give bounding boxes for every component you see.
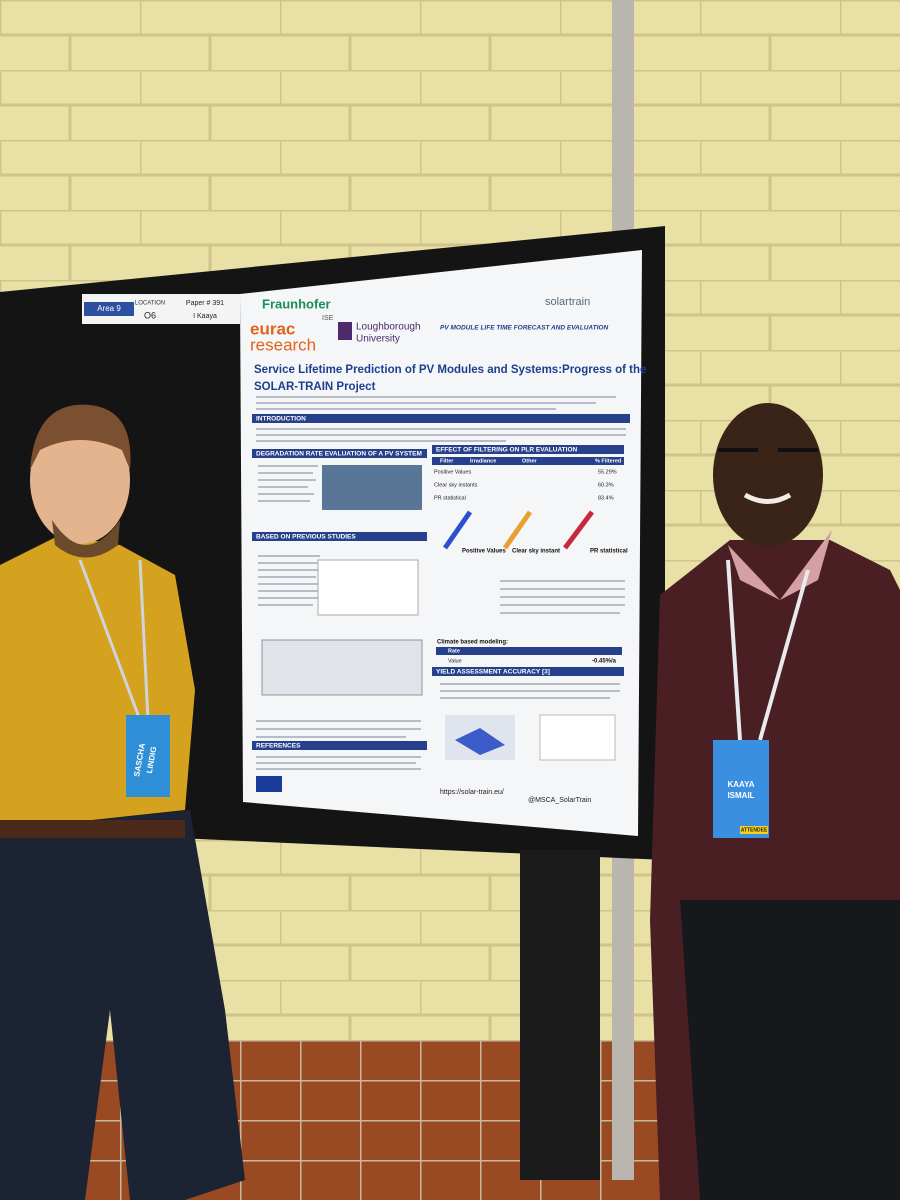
- board-leg: [520, 850, 600, 1180]
- badge-name: KAAYA: [728, 780, 755, 789]
- label-area-box: [84, 302, 134, 316]
- body-text-lines: [256, 396, 626, 770]
- climate-heading: Climate based modeling:: [437, 640, 508, 646]
- eu-flag: [256, 776, 282, 792]
- logo-ise: ISE: [322, 315, 334, 322]
- figure-scatter: [502, 510, 533, 550]
- person-right-head: [713, 403, 823, 547]
- figure-scatter: [442, 510, 473, 550]
- person-left-belt: [0, 820, 185, 838]
- poster-tagline: PV MODULE LIFE TIME FORECAST AND EVALUAT…: [440, 325, 608, 332]
- person-left-hair: [30, 404, 131, 470]
- section-heading: EFFECT OF FILTERING ON PLR EVALUATION: [436, 447, 577, 454]
- logo-solartrain: solartrain: [545, 296, 590, 308]
- table-cell: 83.4%: [598, 495, 614, 501]
- table-header-cell: Irradiance: [470, 458, 496, 464]
- person-right-trousers: [680, 900, 900, 1200]
- label-area: Area 9: [97, 304, 121, 313]
- table-header-cell: Rate: [448, 648, 460, 654]
- plr-figure: [317, 559, 419, 616]
- table-header-cell: Other: [522, 458, 538, 464]
- label-location: O6: [144, 310, 156, 320]
- badge-role-box: [740, 826, 768, 834]
- climate-table-header: [436, 647, 622, 655]
- table-cell: PR statistical: [434, 495, 466, 501]
- logo-fraunhofer: Fraunhofer: [262, 296, 331, 311]
- table-header-cell: Filter: [440, 458, 454, 464]
- badge-name: ISMAIL: [727, 791, 754, 800]
- logo-research: research: [250, 335, 316, 354]
- website: https://solar-train.eu/: [440, 789, 504, 796]
- twitter: @MSCA_SolarTrain: [528, 797, 591, 804]
- section-bars: [252, 414, 630, 750]
- pv-system-photo: [322, 465, 422, 510]
- label-presenter: I Kaaya: [193, 313, 217, 320]
- table-cell: 55.29%: [598, 469, 617, 475]
- table-cell: Value: [448, 658, 462, 664]
- figure-uncertainty: [539, 714, 616, 761]
- badge-left: [126, 715, 170, 797]
- person-left-beard: [52, 520, 120, 558]
- badge-right: [713, 740, 769, 838]
- badge-role: ATTENDEE: [741, 827, 768, 833]
- lanyard: [78, 559, 150, 721]
- logo-eurac: eurac: [250, 319, 295, 338]
- figure-label: Positive Values: [462, 549, 506, 555]
- table-cell: -0.45%/a: [592, 659, 617, 665]
- logo-university: University: [356, 334, 400, 345]
- table-header: [432, 457, 624, 465]
- label-paper: Paper # 391: [186, 300, 224, 307]
- person-left-head: [30, 416, 130, 544]
- label-location-title: LOCATION: [135, 301, 165, 307]
- loughborough-crest: [338, 322, 352, 340]
- flowchart: [261, 639, 423, 696]
- lanyard: [726, 559, 810, 741]
- figure-surface: [455, 728, 505, 755]
- section-heading: DEGRADATION RATE EVALUATION OF A PV SYST…: [256, 451, 422, 458]
- figure-label: PR statistical: [590, 549, 628, 555]
- figure-scatter: [563, 510, 594, 550]
- table-header-cell: % Filtered: [595, 458, 621, 464]
- table-cell: Clear sky instants: [434, 482, 478, 488]
- poster-title: SOLAR-TRAIN Project: [254, 381, 376, 393]
- table-cell: 60.3%: [598, 482, 614, 488]
- poster-title: Service Lifetime Prediction of PV Module…: [254, 364, 646, 376]
- smile: [743, 492, 792, 504]
- section-heading: BASED ON PREVIOUS STUDIES: [256, 534, 356, 541]
- table-cell: Positive Values: [434, 469, 471, 475]
- logo-loughborough: Loughborough: [356, 322, 421, 333]
- figure-label: Clear sky instant: [512, 549, 560, 555]
- section-heading: YIELD ASSESSMENT ACCURACY [3]: [436, 669, 550, 676]
- section-heading: REFERENCES: [256, 743, 301, 750]
- section-heading: INTRODUCTION: [256, 416, 306, 423]
- person-left-trousers: [0, 810, 245, 1200]
